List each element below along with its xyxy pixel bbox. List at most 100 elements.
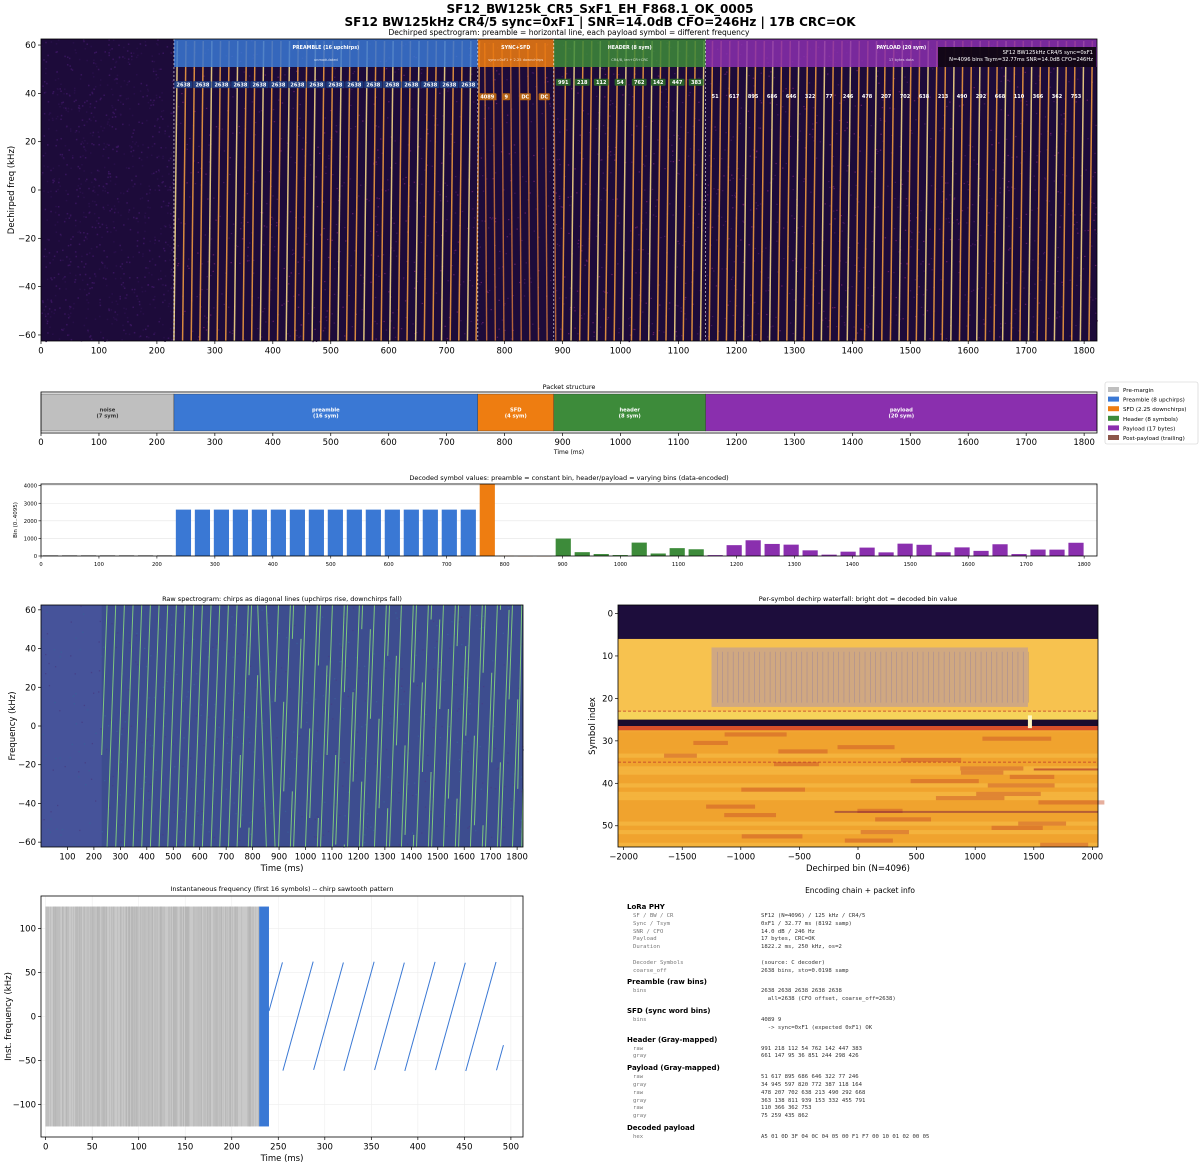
noise-speckle <box>119 113 122 116</box>
noise-speckle <box>65 126 68 128</box>
y-tick-label: 0 <box>31 1012 36 1022</box>
noise-speckle <box>93 186 95 188</box>
noise-speckle <box>508 644 511 647</box>
noise-speckle <box>157 76 159 79</box>
noise-speckle <box>174 766 176 768</box>
noise-speckle <box>128 80 131 83</box>
signal-speckle <box>281 304 283 306</box>
noise-speckle <box>86 299 88 301</box>
signal-speckle <box>1057 152 1060 154</box>
chirp-streak <box>967 40 973 342</box>
noise-speckle <box>218 724 220 726</box>
signal-speckle <box>942 191 944 193</box>
noise-speckle <box>114 277 117 280</box>
signal-speckle <box>1094 213 1097 215</box>
noise-speckle <box>126 84 128 86</box>
info-value: 991 218 112 54 762 142 447 383 <box>761 1045 863 1052</box>
signal-speckle <box>387 189 390 191</box>
signal-speckle <box>271 236 273 238</box>
noise-speckle <box>130 324 133 327</box>
noise-speckle <box>120 841 122 843</box>
noise-speckle <box>78 776 80 778</box>
signal-speckle <box>767 190 769 192</box>
noise-speckle <box>45 67 47 70</box>
y-tick-label: 20 <box>602 694 613 704</box>
noise-speckle <box>97 222 100 225</box>
signal-speckle <box>297 227 299 229</box>
signal-speckle <box>348 294 350 297</box>
noise-speckle <box>77 107 80 109</box>
noise-speckle <box>286 637 288 639</box>
signal-speckle <box>617 263 619 265</box>
noise-speckle <box>48 252 51 254</box>
noise-speckle <box>150 154 153 157</box>
noise-speckle <box>50 210 52 213</box>
noise-speckle <box>42 301 44 304</box>
noise-speckle <box>138 829 140 831</box>
noise-speckle <box>115 176 118 178</box>
signal-speckle <box>835 325 838 328</box>
x-tick-label: 1800 <box>1073 347 1095 357</box>
noise-speckle <box>105 146 107 148</box>
signal-speckle <box>803 105 805 108</box>
payload-peak <box>778 749 828 754</box>
noise-speckle <box>102 277 105 279</box>
noise-speckle <box>101 262 104 265</box>
signal-speckle <box>229 157 232 159</box>
signal-speckle <box>197 339 199 341</box>
signal-speckle <box>668 308 670 310</box>
signal-speckle <box>938 228 941 230</box>
signal-speckle <box>232 96 234 98</box>
noise-speckle <box>106 231 109 233</box>
signal-speckle <box>577 243 579 245</box>
signal-speckle <box>455 249 457 251</box>
noise-speckle <box>482 615 485 617</box>
signal-speckle <box>949 238 952 241</box>
signal-speckle <box>552 214 554 217</box>
signal-speckle <box>289 211 292 213</box>
signal-speckle <box>197 171 200 173</box>
payload-row <box>618 838 1098 843</box>
chirp-streak <box>1027 40 1033 342</box>
noise-speckle <box>301 816 303 818</box>
noise-speckle <box>140 787 142 790</box>
noise-speckle <box>82 137 85 139</box>
signal-speckle <box>881 107 884 109</box>
signal-speckle <box>973 87 975 89</box>
signal-speckle <box>910 130 912 132</box>
noise-speckle <box>73 100 76 103</box>
noise-speckle <box>228 761 230 764</box>
noise-speckle <box>43 112 46 115</box>
noise-speckle <box>122 56 124 58</box>
preamble-symbol-label: 2638 <box>423 83 437 89</box>
signal-speckle <box>743 221 745 223</box>
x-tick-label: 1000 <box>610 438 632 448</box>
signal-speckle <box>556 118 559 120</box>
noise-speckle <box>91 91 93 94</box>
noise-speckle <box>145 267 147 269</box>
signal-speckle <box>523 295 526 297</box>
signal-speckle <box>833 232 836 234</box>
payload-row <box>618 787 1098 792</box>
noise-speckle <box>342 785 344 787</box>
noise-speckle <box>68 217 71 219</box>
signal-speckle <box>504 329 506 332</box>
signal-speckle <box>374 320 376 323</box>
noise-speckle <box>45 319 48 321</box>
signal-speckle <box>839 102 841 104</box>
signal-speckle <box>378 275 380 277</box>
signal-speckle <box>623 119 626 122</box>
preamble-symbol-label: 2638 <box>385 83 399 89</box>
signal-speckle <box>860 328 862 331</box>
chart-title: Instantaneous frequency (first 16 symbol… <box>171 885 394 893</box>
noise-speckle <box>72 695 75 697</box>
noise-speckle <box>510 799 512 802</box>
noise-speckle <box>147 199 150 202</box>
noise-speckle <box>142 253 144 255</box>
signal-speckle <box>375 125 377 127</box>
signal-speckle <box>351 326 354 328</box>
signal-speckle <box>893 108 896 110</box>
x-tick-label: 700 <box>218 853 234 863</box>
noise-speckle <box>128 261 131 264</box>
signal-speckle <box>710 244 712 246</box>
